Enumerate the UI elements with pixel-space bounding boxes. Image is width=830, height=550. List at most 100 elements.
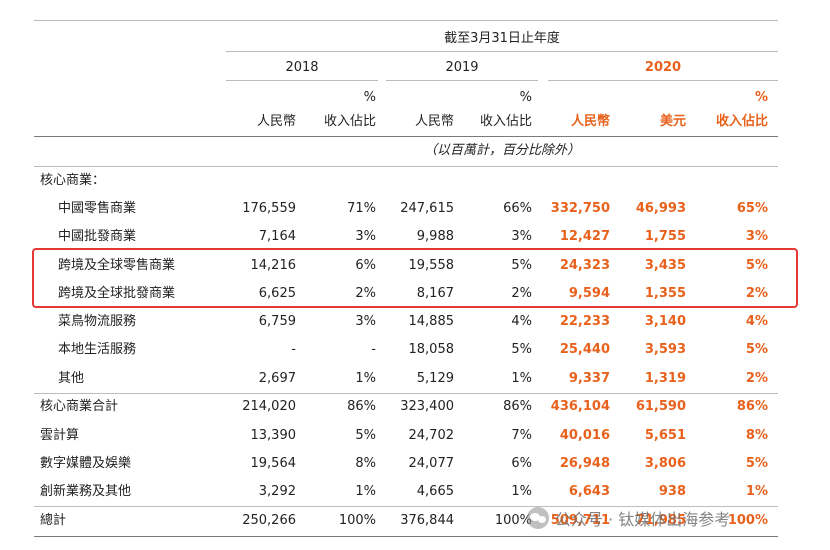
pct-2019: %	[519, 90, 532, 105]
row-value: 5%	[511, 258, 532, 273]
row-value: 13,390	[250, 428, 297, 443]
row-value: 3,140	[644, 314, 686, 329]
row-value: 86%	[347, 399, 376, 414]
row-label: 核心商業合計	[40, 399, 119, 414]
row-value: 66%	[503, 201, 532, 216]
row-value: 6,759	[258, 314, 296, 329]
row-value: 3,593	[644, 342, 686, 357]
row-value: 176,559	[242, 201, 296, 216]
row-value: -	[371, 342, 376, 357]
row-value: 71%	[347, 201, 376, 216]
col-rmb-2020: 人民幣	[570, 114, 610, 129]
row-label: 跨境及全球批發商業	[58, 286, 176, 301]
row-value: 3,435	[644, 258, 686, 273]
row-value: 6%	[511, 456, 532, 471]
row-value: 5%	[745, 258, 768, 273]
col-share-2018: 收入佔比	[323, 114, 376, 129]
row-value: 436,104	[550, 399, 610, 414]
section-rule	[34, 506, 778, 507]
row-value: 1,355	[644, 286, 686, 301]
row-value: 46,993	[635, 201, 686, 216]
pct-2020: %	[754, 90, 768, 105]
row-value: 100%	[338, 513, 376, 528]
row-value: 8,167	[416, 286, 454, 301]
row-value: 5%	[745, 456, 768, 471]
row-value: 214,020	[242, 399, 296, 414]
row-value: 100%	[494, 513, 532, 528]
row-value: 86%	[503, 399, 532, 414]
row-value: 2,697	[258, 371, 296, 386]
row-value: 19,558	[408, 258, 455, 273]
watermark-text: 公众号 · 钛媒体出海参考	[555, 510, 731, 529]
row-value: 6,625	[258, 286, 296, 301]
row-label: 中國批發商業	[58, 229, 137, 244]
row-value: 376,844	[400, 513, 454, 528]
row-value: 4%	[511, 314, 532, 329]
row-label: 核心商業：	[40, 173, 106, 188]
row-value: 2%	[355, 286, 376, 301]
row-value: 332,750	[550, 201, 610, 216]
row-value: 3%	[355, 314, 376, 329]
period-header: 截至3月31日止年度	[444, 31, 560, 46]
row-value: 1,319	[644, 371, 686, 386]
row-value: 24,077	[408, 456, 455, 471]
row-label: 數字媒體及娛樂	[40, 456, 132, 471]
row-label: 跨境及全球零售商業	[58, 258, 176, 273]
row-value: 3,292	[258, 484, 296, 499]
row-value: 19,564	[250, 456, 297, 471]
col-usd-2020: 美元	[659, 114, 686, 129]
row-value: 8%	[355, 456, 376, 471]
row-value: 5%	[355, 428, 376, 443]
note-rule	[34, 166, 778, 167]
year-rule-2018	[226, 80, 378, 81]
col-share-2019: 收入佔比	[479, 114, 532, 129]
pct-2018: %	[363, 90, 376, 105]
row-value: 4,665	[416, 484, 454, 499]
year-2018: 2018	[285, 60, 319, 75]
row-value: 4%	[745, 314, 768, 329]
row-value: 1%	[745, 484, 768, 499]
row-value: 25,440	[559, 342, 610, 357]
row-value: 6,643	[568, 484, 610, 499]
period-rule	[226, 51, 778, 52]
row-value: 1%	[355, 484, 376, 499]
row-value: 14,216	[250, 258, 297, 273]
section-rule	[34, 393, 778, 394]
top-rule	[34, 20, 778, 21]
row-value: 14,885	[408, 314, 455, 329]
row-value: 5%	[745, 342, 768, 357]
row-value: 6%	[355, 258, 376, 273]
row-value: 3%	[355, 229, 376, 244]
row-value: 5,651	[644, 428, 686, 443]
year-2020: 2020	[644, 60, 682, 75]
row-value: 18,058	[408, 342, 455, 357]
row-label: 菜鳥物流服務	[58, 314, 137, 329]
col-rmb-2018: 人民幣	[256, 114, 296, 129]
row-label: 創新業務及其他	[40, 484, 132, 499]
row-value: 100%	[727, 513, 768, 528]
row-label: 本地生活服務	[58, 342, 137, 357]
row-value: 509,711	[550, 513, 610, 528]
row-value: 40,016	[559, 428, 610, 443]
row-value: 247,615	[400, 201, 454, 216]
year-rule-2020	[548, 80, 778, 81]
year-rule-2019	[386, 80, 538, 81]
row-value: 86%	[736, 399, 768, 414]
row-value: 2%	[745, 371, 768, 386]
unit-note: （以百萬計，百分比除外）	[423, 143, 580, 158]
row-label: 其他	[58, 371, 85, 386]
row-value: 323,400	[400, 399, 454, 414]
year-2019: 2019	[445, 60, 479, 75]
row-value: 938	[658, 484, 686, 499]
row-value: 61,590	[635, 399, 686, 414]
header-rule	[34, 136, 778, 137]
row-value: 5%	[511, 342, 532, 357]
col-rmb-2019: 人民幣	[414, 114, 454, 129]
row-value: 9,988	[416, 229, 454, 244]
row-value: 250,266	[242, 513, 296, 528]
row-value: 3%	[511, 229, 532, 244]
row-value: 1%	[511, 484, 532, 499]
row-label: 中國零售商業	[58, 201, 137, 216]
row-value: 8%	[745, 428, 768, 443]
row-value: 9,337	[568, 371, 610, 386]
